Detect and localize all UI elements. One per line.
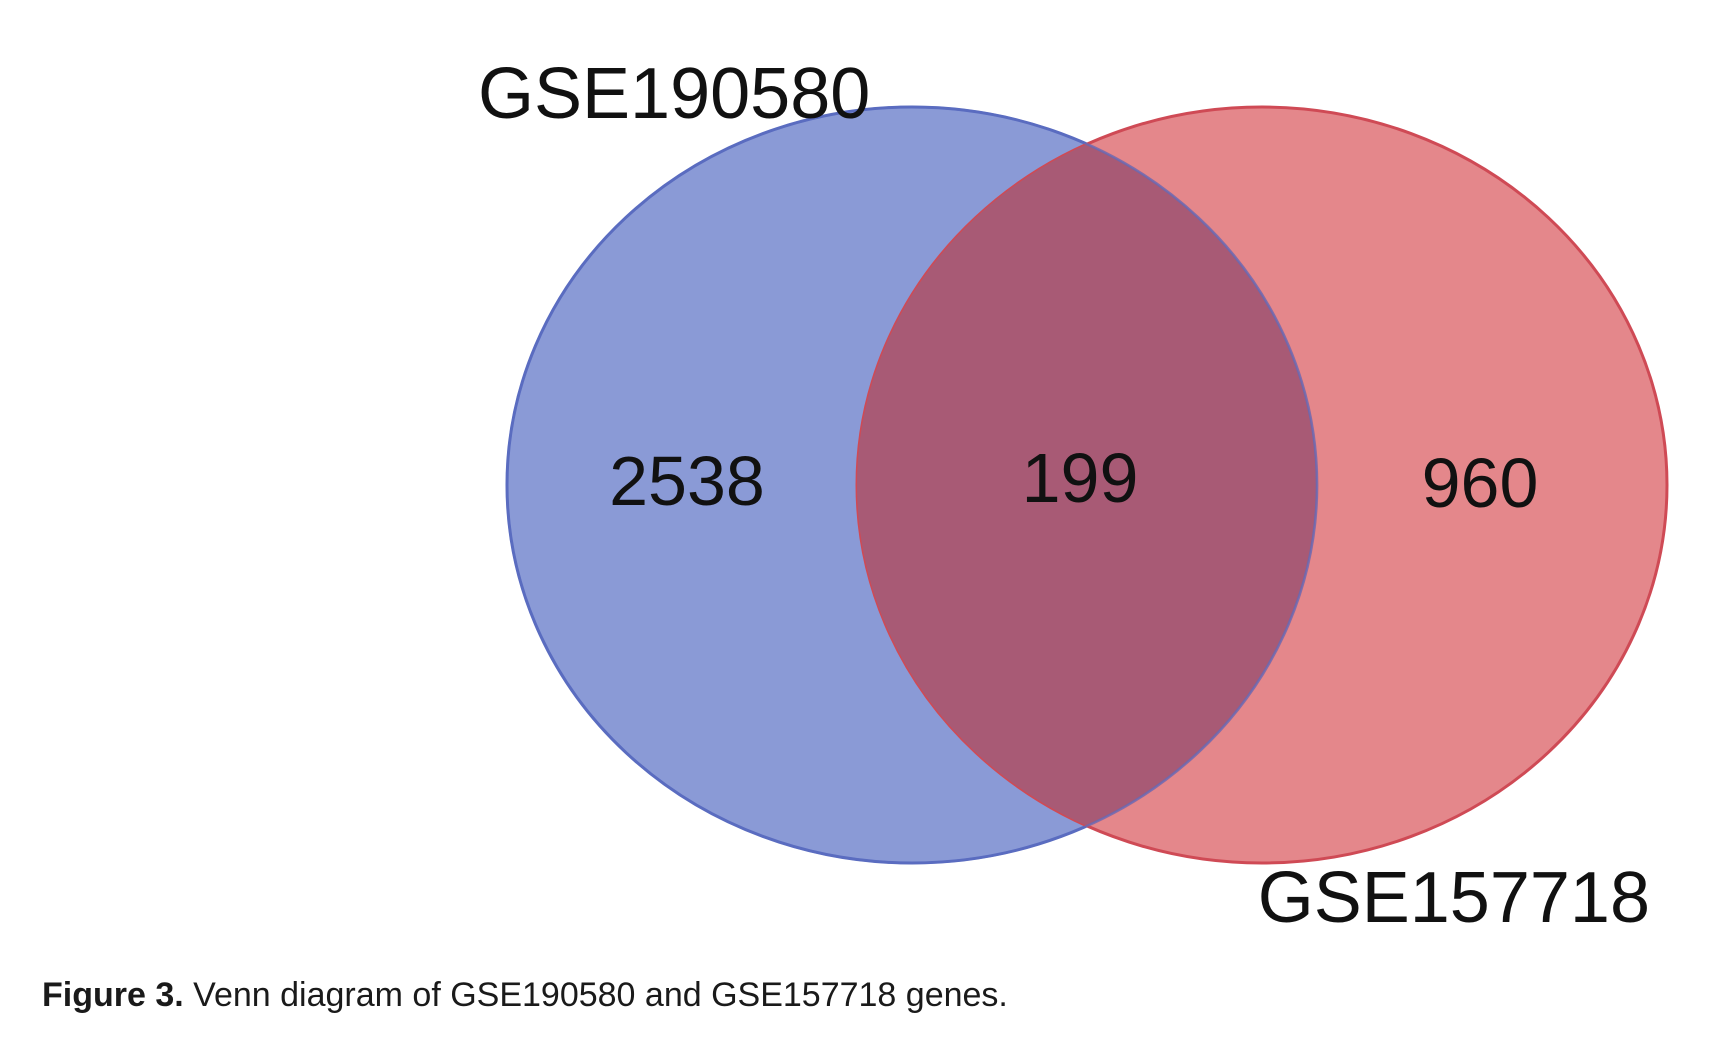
- set-label-right: GSE157718: [1258, 858, 1650, 938]
- venn-svg: GSE190580 GSE157718 2538 199 960: [478, 54, 1669, 938]
- venn-intersection-region: [857, 107, 1317, 863]
- region-count-left-only: 2538: [609, 442, 765, 520]
- figure-caption: Figure 3. Venn diagram of GSE190580 and …: [42, 976, 1008, 1015]
- region-count-right-only: 960: [1422, 444, 1539, 522]
- venn-diagram: GSE190580 GSE157718 2538 199 960: [478, 54, 1669, 938]
- region-count-intersection: 199: [1022, 439, 1139, 517]
- venn-set-left-outline: [505, 105, 1319, 865]
- set-label-left: GSE190580: [478, 54, 870, 134]
- figure-caption-text: Venn diagram of GSE190580 and GSE157718 …: [183, 976, 1008, 1014]
- figure-caption-label: Figure 3.: [42, 976, 184, 1014]
